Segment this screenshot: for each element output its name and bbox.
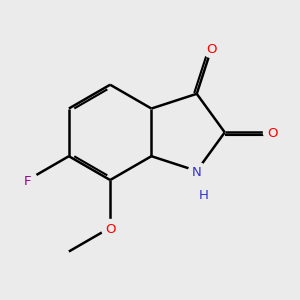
- Text: O: O: [267, 128, 278, 140]
- Text: F: F: [24, 175, 31, 188]
- Text: O: O: [105, 223, 116, 236]
- Text: H: H: [199, 189, 209, 202]
- Text: O: O: [206, 44, 217, 56]
- Text: N: N: [192, 166, 202, 179]
